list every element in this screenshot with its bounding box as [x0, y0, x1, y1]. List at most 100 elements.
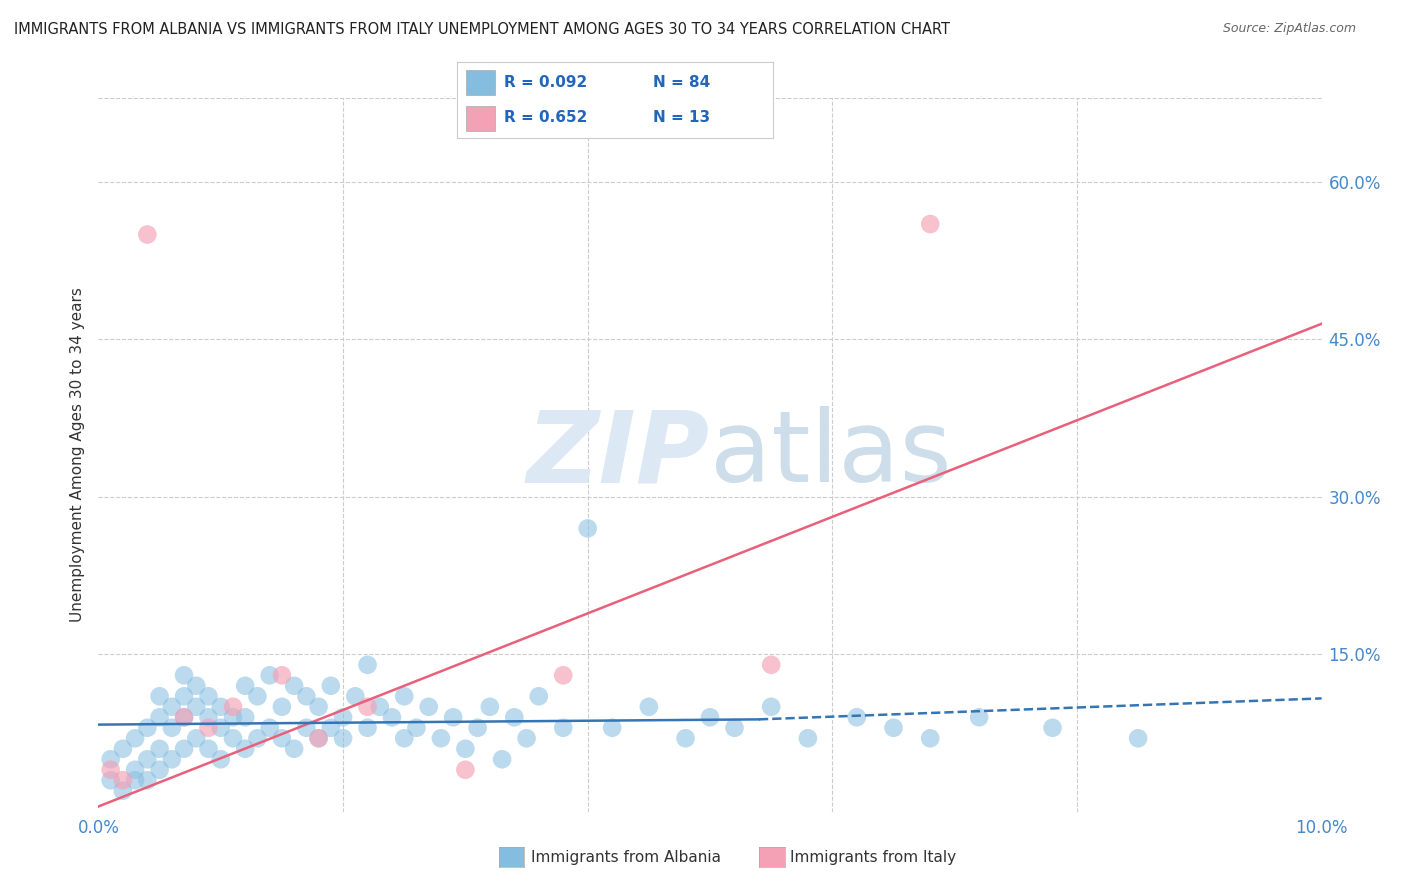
Point	[516, 731, 538, 746]
Text: Source: ZipAtlas.com: Source: ZipAtlas.com	[1223, 22, 1357, 36]
Point	[186, 679, 208, 693]
Point	[675, 731, 697, 746]
Point	[100, 763, 122, 777]
Point	[100, 773, 122, 788]
Point	[173, 668, 195, 682]
Point	[368, 699, 391, 714]
Point	[209, 752, 232, 766]
Point	[259, 721, 281, 735]
Point	[430, 731, 453, 746]
Point	[173, 690, 195, 704]
Text: IMMIGRANTS FROM ALBANIA VS IMMIGRANTS FROM ITALY UNEMPLOYMENT AMONG AGES 30 TO 3: IMMIGRANTS FROM ALBANIA VS IMMIGRANTS FR…	[14, 22, 950, 37]
Point	[392, 690, 416, 704]
Point	[797, 731, 820, 746]
Point	[124, 763, 146, 777]
Point	[233, 741, 256, 756]
Point	[920, 731, 942, 746]
Point	[136, 752, 159, 766]
Point	[381, 710, 404, 724]
Point	[759, 657, 782, 672]
Point	[418, 699, 440, 714]
Point	[967, 710, 990, 724]
Point	[270, 668, 292, 682]
Point	[136, 227, 159, 242]
Point	[124, 773, 146, 788]
Point	[246, 731, 269, 746]
Point	[295, 690, 318, 704]
Point	[356, 657, 378, 672]
Point	[136, 773, 159, 788]
Point	[319, 721, 342, 735]
Point	[149, 763, 172, 777]
Point	[222, 710, 245, 724]
Point	[344, 690, 367, 704]
Bar	[467, 105, 495, 130]
Point	[160, 699, 183, 714]
Point	[186, 699, 208, 714]
Point	[111, 783, 134, 797]
Point	[405, 721, 427, 735]
Point	[209, 699, 232, 714]
Point	[478, 699, 501, 714]
Point	[920, 217, 942, 231]
Point	[759, 699, 782, 714]
Point	[308, 731, 330, 746]
Point	[356, 721, 378, 735]
Point	[259, 668, 281, 682]
Point	[173, 710, 195, 724]
Point	[149, 710, 172, 724]
Point	[332, 710, 354, 724]
Point	[111, 773, 134, 788]
Point	[233, 679, 256, 693]
Point	[441, 710, 464, 724]
Point	[467, 721, 489, 735]
Point	[308, 699, 330, 714]
Point	[246, 690, 269, 704]
Point	[491, 752, 513, 766]
Point	[503, 710, 526, 724]
Text: N = 84: N = 84	[652, 76, 710, 90]
Point	[600, 721, 623, 735]
Point	[197, 741, 219, 756]
Point	[576, 521, 599, 535]
Point	[637, 699, 661, 714]
Point	[270, 699, 292, 714]
Point	[392, 731, 416, 746]
Point	[209, 721, 232, 735]
Point	[699, 710, 721, 724]
Y-axis label: Unemployment Among Ages 30 to 34 years: Unemployment Among Ages 30 to 34 years	[69, 287, 84, 623]
Point	[124, 731, 146, 746]
Text: ZIP: ZIP	[527, 407, 710, 503]
Text: atlas: atlas	[710, 407, 952, 503]
Point	[454, 763, 477, 777]
Point	[149, 741, 172, 756]
Point	[100, 752, 122, 766]
Point	[527, 690, 550, 704]
Point	[723, 721, 745, 735]
Point	[173, 741, 195, 756]
Point	[283, 741, 305, 756]
Point	[270, 731, 292, 746]
Point	[283, 679, 305, 693]
Text: Immigrants from Albania: Immigrants from Albania	[531, 850, 721, 864]
Text: R = 0.092: R = 0.092	[505, 76, 588, 90]
Point	[553, 721, 575, 735]
Point	[173, 710, 195, 724]
Point	[553, 668, 575, 682]
Point	[883, 721, 905, 735]
Point	[295, 721, 318, 735]
Point	[222, 699, 245, 714]
Point	[1042, 721, 1064, 735]
Point	[197, 690, 219, 704]
Point	[454, 741, 477, 756]
Point	[197, 710, 219, 724]
Bar	[467, 70, 495, 95]
Point	[1128, 731, 1150, 746]
Point	[160, 721, 183, 735]
Point	[160, 752, 183, 766]
Point	[233, 710, 256, 724]
Text: Immigrants from Italy: Immigrants from Italy	[790, 850, 956, 864]
Point	[319, 679, 342, 693]
Point	[197, 721, 219, 735]
Point	[308, 731, 330, 746]
